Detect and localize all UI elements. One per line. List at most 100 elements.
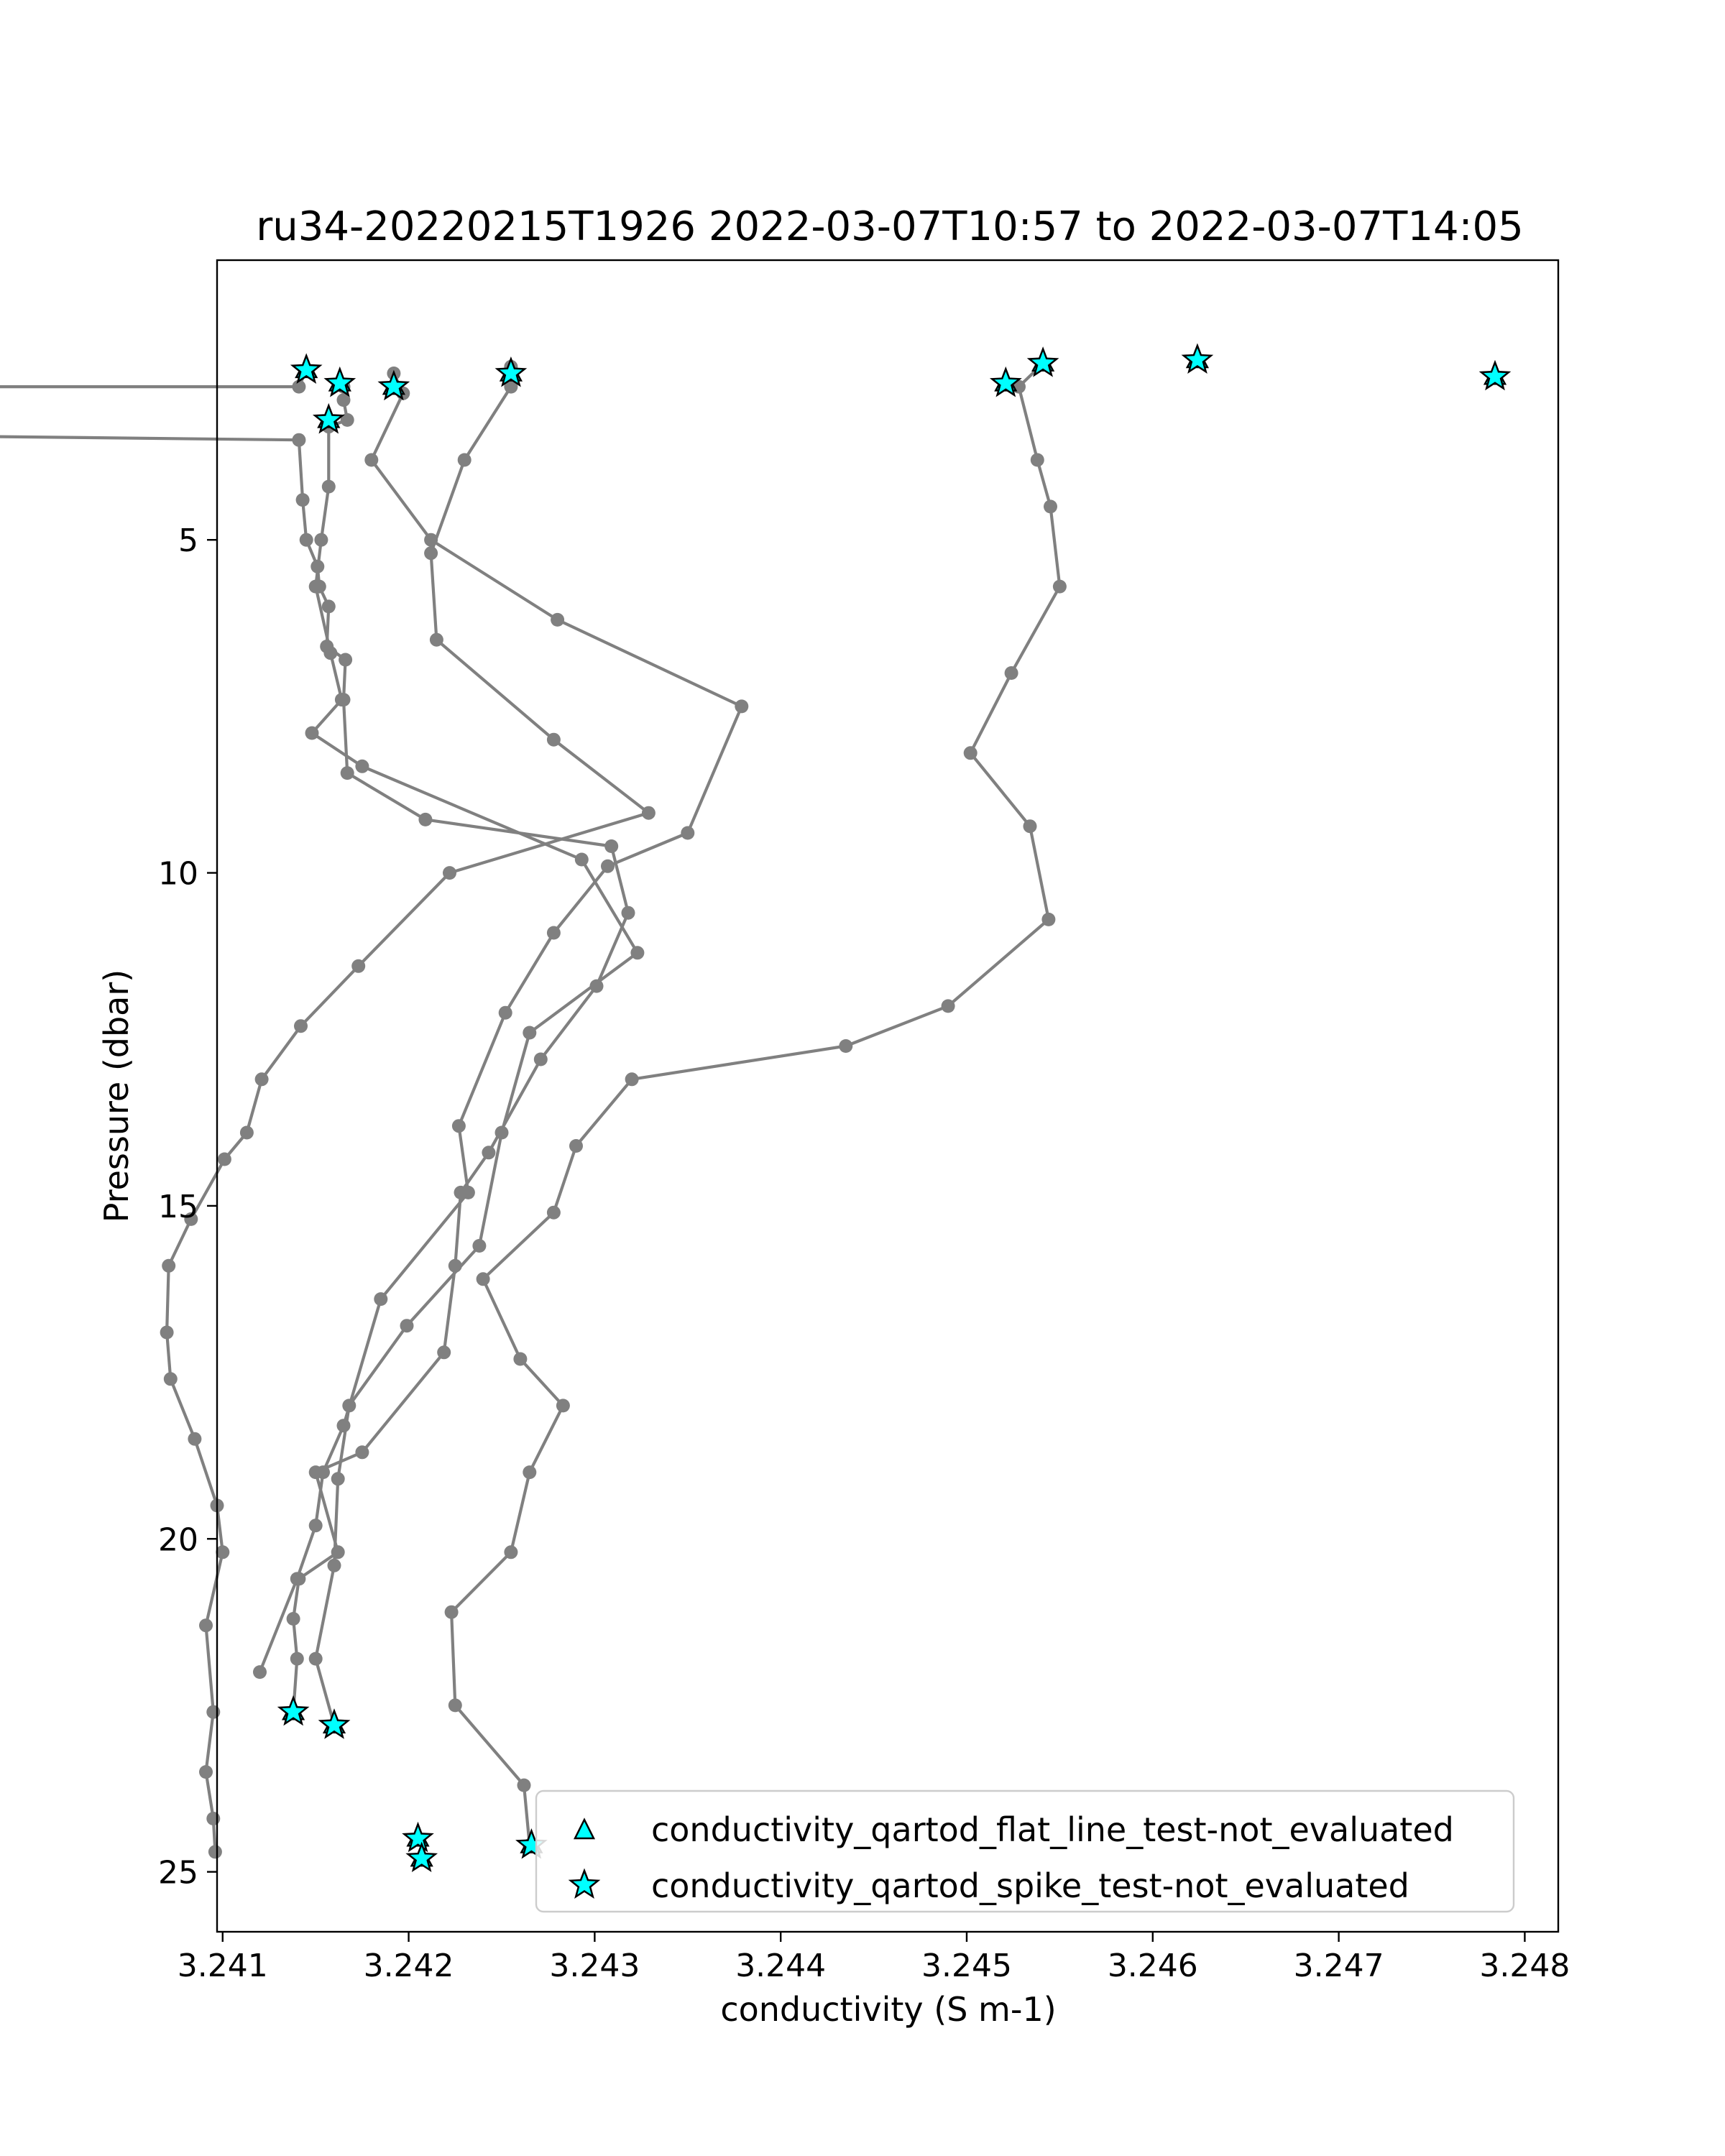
data-point — [327, 1558, 341, 1572]
data-point — [374, 1292, 388, 1307]
data-point — [735, 699, 749, 714]
data-point — [162, 1258, 176, 1273]
data-point — [523, 1465, 537, 1480]
data-point — [498, 1005, 512, 1020]
y-axis-ticks: 5 10 15 20 25 — [158, 522, 217, 1892]
data-point — [589, 979, 604, 993]
data-point — [472, 1239, 487, 1253]
data-point — [476, 1272, 490, 1286]
data-point — [546, 926, 561, 940]
x-tick-label: 3.244 — [735, 1948, 826, 1984]
spike-flag-marker — [402, 1821, 434, 1853]
data-point — [604, 839, 619, 853]
data-point — [305, 726, 319, 740]
x-tick-label: 3.241 — [178, 1948, 268, 1984]
plot-frame — [216, 259, 1560, 1933]
data-point — [163, 1372, 178, 1386]
data-point — [625, 1072, 639, 1087]
data-point — [1052, 579, 1067, 594]
data-point — [160, 1325, 174, 1340]
data-point — [574, 852, 589, 867]
spike-flag-marker — [1181, 343, 1214, 374]
data-point — [546, 732, 561, 747]
y-tick-label: 20 — [158, 1521, 198, 1558]
data-point — [331, 1472, 345, 1486]
data-point — [963, 746, 978, 760]
legend: conductivity_qartod_flat_line_test-not_e… — [535, 1789, 1515, 1913]
spike-flag-marker — [1478, 359, 1512, 391]
x-tick-label: 3.248 — [1479, 1948, 1570, 1984]
data-point — [340, 766, 354, 780]
data-point — [641, 806, 656, 820]
profile-line-5 — [449, 362, 1062, 1846]
data-point — [254, 1072, 269, 1087]
legend-star-icon — [568, 1868, 601, 1899]
y-tick-label: 25 — [158, 1855, 198, 1892]
data-point — [621, 906, 635, 920]
legend-label-flat-line: conductivity_qartod_flat_line_test-not_e… — [651, 1810, 1454, 1849]
x-tick-label: 3.246 — [1108, 1948, 1198, 1984]
data-point — [206, 1705, 221, 1719]
data-point — [1004, 666, 1018, 680]
x-axis-label: conductivity (S m-1) — [720, 1990, 1056, 2029]
data-point — [292, 433, 306, 447]
data-point — [444, 1605, 459, 1619]
data-point — [504, 379, 518, 394]
legend-box — [535, 1789, 1515, 1913]
x-axis-ticks: 3.241 3.242 3.243 3.244 3.245 3.246 3.247 3.248 — [178, 1932, 1570, 1984]
data-point — [351, 959, 366, 973]
data-point — [533, 1052, 548, 1067]
spike-flag-marker — [312, 402, 345, 434]
data-point — [630, 946, 645, 960]
y-tick-label: 10 — [158, 856, 198, 893]
data-point — [437, 1345, 451, 1360]
data-point — [292, 379, 306, 394]
data-point — [551, 612, 565, 627]
data-point — [494, 1125, 509, 1140]
data-point — [308, 1519, 323, 1533]
profile-line-4 — [165, 367, 650, 1852]
x-tick-label: 3.247 — [1294, 1948, 1384, 1984]
data-point — [424, 546, 438, 561]
data-point — [321, 479, 336, 494]
data-point — [308, 1651, 323, 1666]
data-point — [206, 1812, 221, 1825]
data-point — [314, 533, 328, 547]
data-point — [681, 826, 695, 840]
data-point — [482, 1146, 496, 1160]
data-point — [1023, 819, 1037, 834]
profile-line-2 — [310, 387, 640, 1726]
data-point — [290, 1572, 304, 1586]
data-point — [418, 812, 433, 826]
data-point — [184, 1212, 198, 1226]
data-point — [443, 866, 456, 880]
spike-flag-marker — [405, 1841, 438, 1873]
data-point — [839, 1039, 853, 1053]
spike-flag-marker — [323, 366, 356, 397]
data-point — [316, 1465, 330, 1480]
data-point — [299, 533, 313, 547]
data-point — [253, 1665, 267, 1680]
data-point — [323, 646, 338, 660]
data-point — [448, 1698, 462, 1713]
data-point — [941, 999, 955, 1013]
data-point — [308, 579, 323, 594]
data-point — [217, 1152, 231, 1166]
data-point — [340, 413, 354, 427]
data-point — [355, 1445, 369, 1460]
data-point — [523, 1026, 537, 1040]
data-point — [400, 1319, 414, 1333]
chart-title: ru34-20220215T1926 2022-03-07T10:57 to 2… — [256, 203, 1523, 250]
data-point — [556, 1399, 570, 1413]
data-point — [601, 859, 615, 873]
data-point — [1044, 499, 1057, 514]
data-point — [336, 393, 351, 407]
spike-flag-marker — [494, 356, 528, 387]
data-point — [336, 1419, 351, 1433]
spike-flag-marker — [377, 369, 410, 401]
data-point — [1041, 912, 1056, 926]
data-point — [188, 1432, 202, 1446]
data-point — [513, 1352, 528, 1366]
legend-triangle-icon — [573, 1818, 596, 1840]
